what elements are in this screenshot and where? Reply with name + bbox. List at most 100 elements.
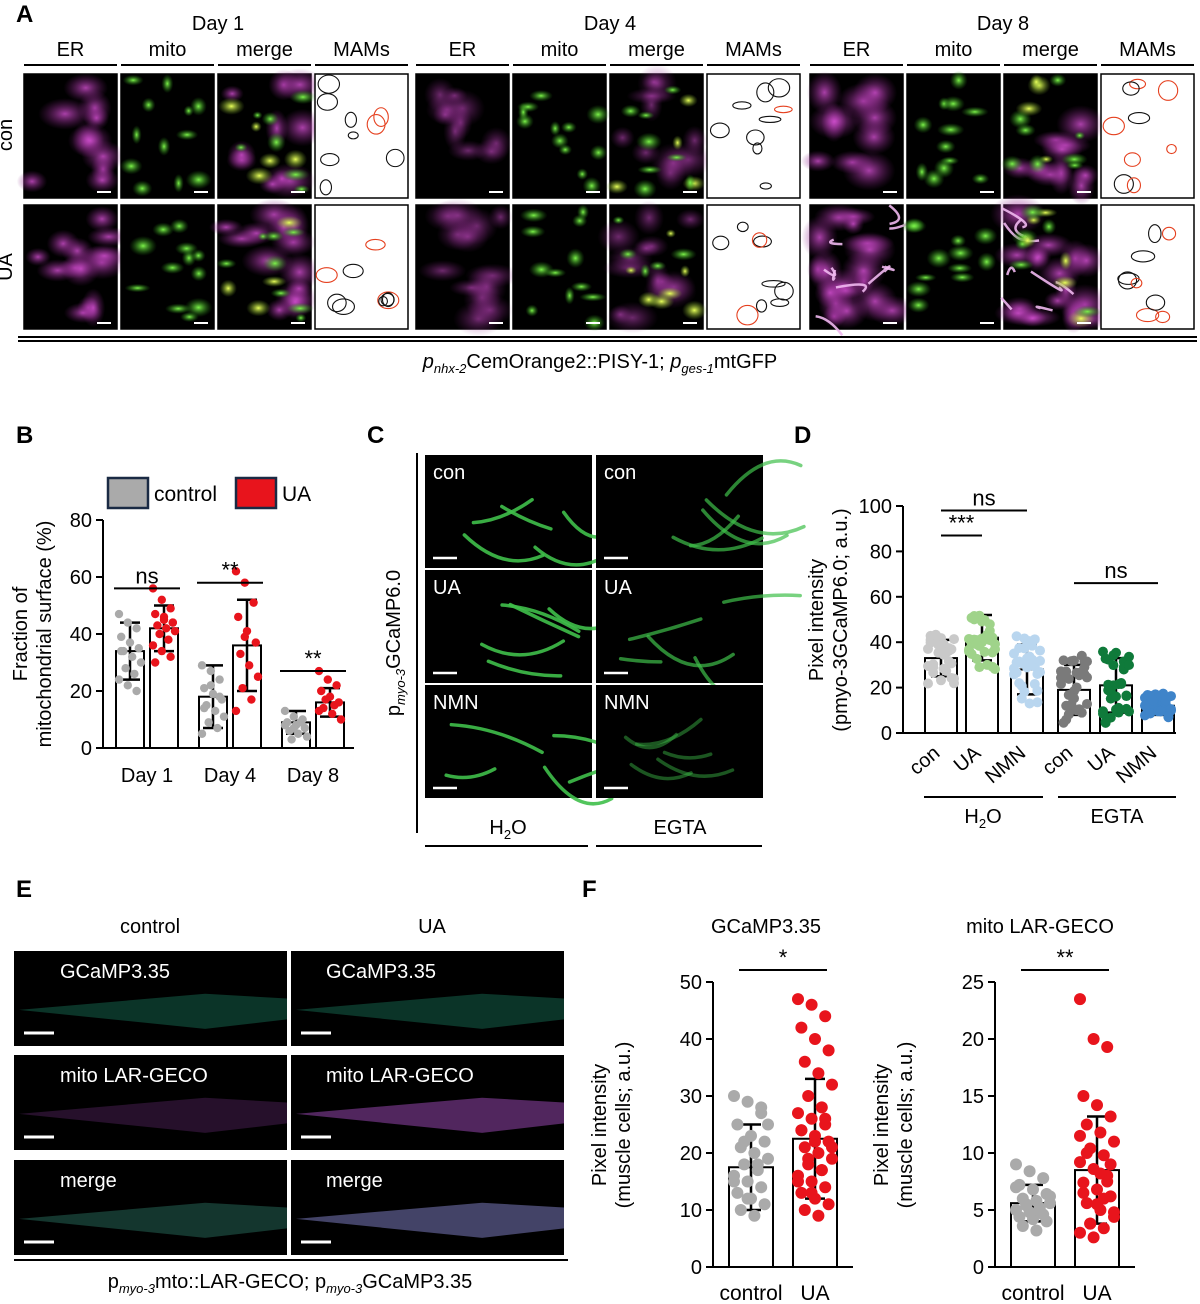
mam-contour xyxy=(759,182,772,190)
y-tick-label: 50 xyxy=(680,972,702,994)
mito-signal xyxy=(1041,218,1057,235)
data-point xyxy=(792,1107,804,1120)
data-point xyxy=(1079,669,1090,680)
panel-c: C pmyo-3GCaMP6.0 con con UA UA NMN NMN H2O EG… xyxy=(367,422,806,847)
er-signal xyxy=(85,167,119,193)
mam-contour xyxy=(315,267,338,284)
y-tick-label: 40 xyxy=(70,624,92,646)
y-tick-label: 25 xyxy=(962,972,984,994)
y-tick-label: 20 xyxy=(70,681,92,703)
mito-signal xyxy=(1015,123,1036,137)
mito-signal xyxy=(169,218,189,234)
data-point xyxy=(1035,645,1045,656)
mam-contour xyxy=(1161,226,1177,241)
mito-signal xyxy=(625,266,637,275)
mam-contour xyxy=(1129,78,1147,90)
y-tick-label: 40 xyxy=(870,632,892,654)
mam-contour xyxy=(712,235,730,251)
worm xyxy=(724,459,803,497)
group-label-egta: EGTA xyxy=(1091,806,1145,828)
x-tick-label: Day 1 xyxy=(121,765,173,787)
data-point xyxy=(974,662,985,673)
data-point xyxy=(826,1152,838,1165)
data-point xyxy=(125,638,135,647)
mito-signal xyxy=(529,89,553,102)
data-point xyxy=(798,1204,811,1216)
worm-tile-ua-egta: UA xyxy=(596,570,802,698)
data-point xyxy=(251,638,260,647)
mito-signal xyxy=(270,288,292,298)
tile-day1-con-er xyxy=(16,73,125,199)
data-point xyxy=(1016,693,1027,704)
data-point xyxy=(822,1198,835,1211)
y-axis-label: (pmyo-3GCaMP6.0; a.u.) xyxy=(830,508,852,731)
tile-day4-UA-mams xyxy=(706,204,801,330)
tile-day4-con-mams xyxy=(706,73,801,199)
er-signal xyxy=(632,239,660,257)
panel-c-side-label: pmyo-3GCaMP6.0 xyxy=(383,570,408,716)
mito-signal xyxy=(672,135,683,151)
y-axis-label-line: mitochondrial surface (%) xyxy=(34,521,56,748)
muscle-tile-label: merge xyxy=(326,1170,383,1192)
data-point xyxy=(123,618,132,627)
mam-contour xyxy=(319,179,333,196)
er-signal xyxy=(852,281,898,322)
mito-signal xyxy=(175,129,199,141)
x-tick-label: con xyxy=(905,742,944,780)
er-signal xyxy=(38,98,92,130)
mam-contour xyxy=(365,238,386,251)
mito-signal xyxy=(665,229,676,238)
mito-signal xyxy=(525,304,539,317)
data-point xyxy=(321,695,330,704)
data-point xyxy=(1074,1129,1086,1142)
legend: control UA xyxy=(106,476,311,510)
data-point xyxy=(300,723,309,733)
data-point xyxy=(1103,685,1114,696)
mam-contour xyxy=(761,279,786,288)
chart-f-gcamp: 0 10 20 30 40 50 GCaMP3.35 Pixel intensity (musc… xyxy=(589,916,853,1304)
mam-contour xyxy=(377,291,400,310)
y-axis-label: Pixel intensity xyxy=(806,559,828,681)
mam-contour xyxy=(1145,294,1166,311)
mito-signal xyxy=(1049,73,1067,87)
y-tick-label: 0 xyxy=(691,1257,702,1279)
data-point xyxy=(206,666,215,676)
data-point xyxy=(1097,1192,1110,1205)
panel-e-letter: E xyxy=(16,876,32,903)
data-point xyxy=(231,567,241,576)
y-tick-label: 100 xyxy=(859,496,892,518)
data-point xyxy=(751,1158,764,1171)
data-point xyxy=(734,1204,747,1216)
data-point xyxy=(206,681,215,690)
bar xyxy=(232,644,262,750)
mito-signal xyxy=(636,132,662,151)
data-point xyxy=(1058,655,1069,666)
data-point xyxy=(1063,709,1074,720)
er-signal xyxy=(25,247,51,267)
data-point xyxy=(197,729,207,738)
mito-signal xyxy=(152,222,175,237)
y-axis-label: Fraction of mitochondrial surface (%) xyxy=(10,521,56,748)
data-point xyxy=(1098,708,1108,719)
significance-label: ** xyxy=(1056,945,1074,970)
er-signal xyxy=(1072,164,1099,187)
data-point xyxy=(1074,1156,1086,1169)
mito-signal xyxy=(185,170,212,190)
mito-signal xyxy=(560,121,577,134)
chart-title: mito LAR-GECO xyxy=(966,916,1114,938)
er-signal xyxy=(441,86,468,105)
y-axis-label-line: Pixel intensity xyxy=(871,1064,893,1186)
data-point xyxy=(166,604,175,613)
mito-signal xyxy=(1074,131,1086,140)
data-point xyxy=(826,1078,838,1091)
mito-signal xyxy=(1073,305,1102,318)
data-point xyxy=(738,1158,751,1171)
mam-contour xyxy=(344,111,358,128)
data-point xyxy=(748,1147,761,1159)
data-point xyxy=(946,658,957,669)
data-point xyxy=(1080,1197,1093,1210)
mam-contour xyxy=(736,304,759,326)
muscle-cell xyxy=(19,1202,287,1238)
data-point xyxy=(1108,1135,1120,1148)
mito-signal xyxy=(589,144,608,161)
